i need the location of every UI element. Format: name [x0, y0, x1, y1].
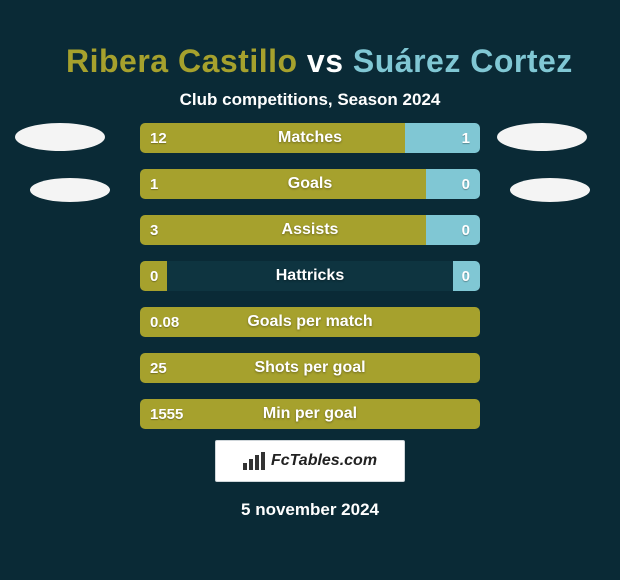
- title-player-left: Ribera Castillo: [66, 43, 298, 79]
- stat-bar-row: 121Matches: [140, 123, 480, 153]
- stat-bar-row: 10Goals: [140, 169, 480, 199]
- stat-value-left: 12: [140, 123, 177, 153]
- stats-bars: 121Matches10Goals30Assists00Hattricks0.0…: [140, 123, 480, 445]
- watermark-text: FcTables.com: [271, 452, 377, 470]
- stat-value-left: 1: [140, 169, 168, 199]
- stat-value-right: 0: [452, 169, 480, 199]
- club-badge: [510, 178, 590, 202]
- club-badge: [15, 123, 105, 151]
- stat-bar-row: 0.08Goals per match: [140, 307, 480, 337]
- bars-icon: [243, 452, 265, 470]
- club-badge: [497, 123, 587, 151]
- stat-bar-row: 30Assists: [140, 215, 480, 245]
- title-player-right: Suárez Cortez: [353, 43, 573, 79]
- stat-value-left: 0: [140, 261, 168, 291]
- club-badge: [30, 178, 110, 202]
- stat-value-left: 0.08: [140, 307, 189, 337]
- comparison-subtitle: Club competitions, Season 2024: [0, 90, 620, 110]
- stat-value-right: 1: [452, 123, 480, 153]
- watermark: FcTables.com: [215, 440, 405, 482]
- stat-bar-row: 00Hattricks: [140, 261, 480, 291]
- title-vs: vs: [298, 43, 353, 79]
- stat-value-left: 25: [140, 353, 177, 383]
- stat-value-right: 0: [452, 215, 480, 245]
- stat-value-right: 0: [452, 261, 480, 291]
- stat-bar-row: 1555Min per goal: [140, 399, 480, 429]
- stat-value-left: 1555: [140, 399, 193, 429]
- stat-bar-row: 25Shots per goal: [140, 353, 480, 383]
- footer-date: 5 november 2024: [0, 500, 620, 520]
- stat-value-left: 3: [140, 215, 168, 245]
- comparison-title: Ribera Castillo vs Suárez Cortez: [0, 0, 620, 80]
